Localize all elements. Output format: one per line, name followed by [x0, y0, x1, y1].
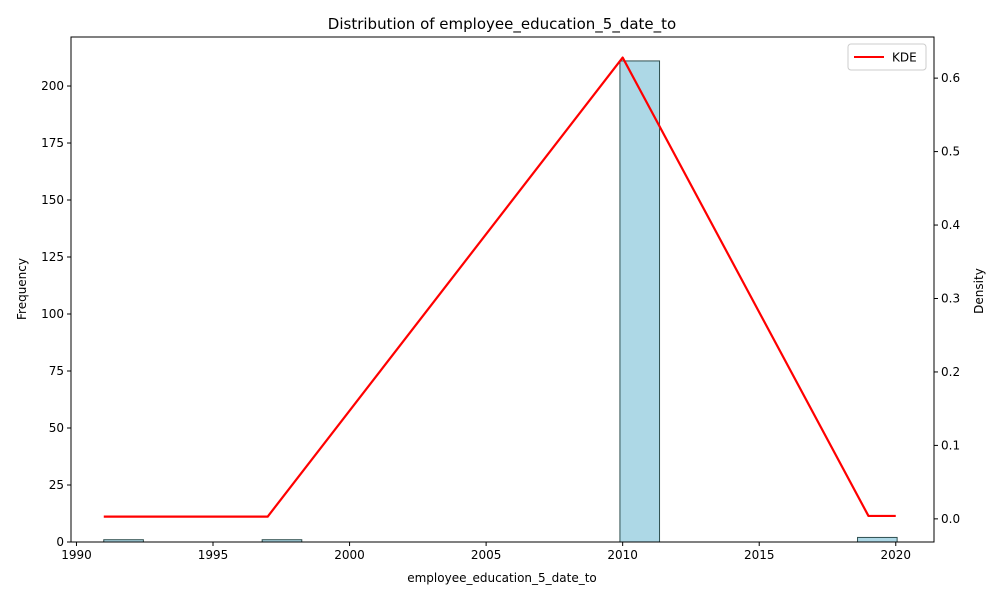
x-axis: 1990 1995 2000 2005 2010 2015 2020	[61, 542, 911, 562]
y-axis-right: 0.0 0.1 0.2 0.3 0.4 0.5 0.6	[934, 71, 960, 526]
y2-axis-label: Density	[972, 268, 986, 314]
y-tick-label: 200	[41, 79, 64, 93]
y-tick-label: 100	[41, 307, 64, 321]
x-tick-label: 2000	[334, 548, 365, 562]
legend-box	[847, 43, 927, 71]
legend: KDE	[847, 43, 927, 71]
y2-tick-label: 0.1	[941, 438, 960, 452]
x-tick-label: 2010	[607, 548, 638, 562]
y-tick-label: 25	[49, 478, 64, 492]
y-tick-label: 0	[56, 535, 64, 549]
legend-label: KDE	[892, 51, 917, 65]
y2-tick-label: 0.5	[941, 145, 960, 159]
y-tick-label: 75	[49, 364, 64, 378]
x-tick-label: 2015	[744, 548, 775, 562]
x-axis-label: employee_education_5_date_to	[407, 571, 597, 585]
x-tick-label: 2005	[471, 548, 502, 562]
histogram-bars	[103, 60, 898, 543]
chart-title: Distribution of employee_education_5_dat…	[328, 15, 676, 34]
y-tick-label: 50	[49, 421, 64, 435]
y-tick-label: 125	[41, 250, 64, 264]
y2-tick-label: 0.4	[941, 218, 960, 232]
x-tick-label: 1995	[198, 548, 229, 562]
plot-frame	[70, 36, 935, 543]
histogram-bar	[619, 60, 661, 543]
kde-line	[103, 56, 896, 518]
y-tick-label: 150	[41, 193, 64, 207]
y-tick-label: 175	[41, 136, 64, 150]
x-tick-label: 1990	[61, 548, 92, 562]
y-axis-left: 0 25 50 75 100 125 150 175 200	[41, 79, 71, 549]
y2-tick-label: 0.3	[941, 291, 960, 305]
histogram-bar	[857, 536, 898, 543]
y-axis-label: Frequency	[15, 258, 29, 320]
y2-tick-label: 0.0	[941, 512, 960, 526]
y2-tick-label: 0.6	[941, 71, 960, 85]
x-tick-label: 2020	[880, 548, 911, 562]
kde-series	[103, 56, 896, 518]
y2-tick-label: 0.2	[941, 365, 960, 379]
